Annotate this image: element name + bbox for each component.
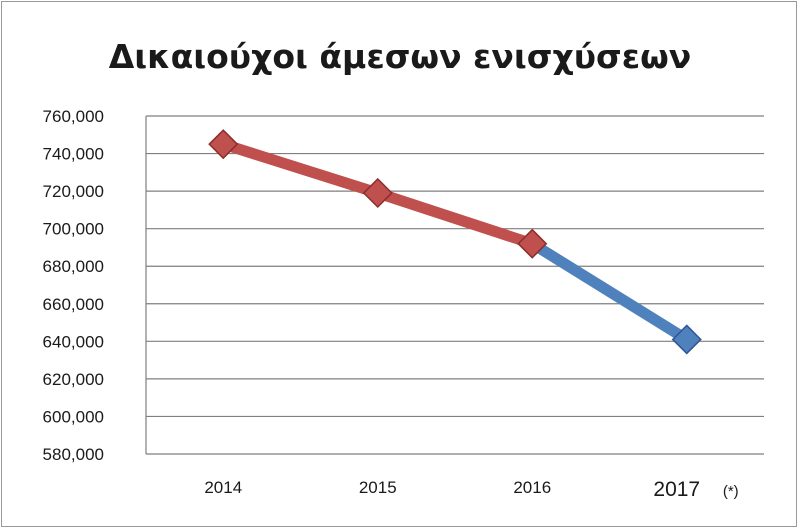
y-tick-label: 640,000 [43,332,104,351]
y-tick-label: 600,000 [43,407,104,426]
chart-title: Δικαιούχοι άμεσων ενισχύσεων [109,37,692,76]
y-tick-label: 580,000 [43,445,104,464]
x-tick-label: 2017 [653,478,700,501]
y-tick-label: 620,000 [43,370,104,389]
y-tick-label: 760,000 [43,107,104,126]
data-point-marker [208,129,239,160]
y-tick-label: 720,000 [43,182,104,201]
series-lines [221,138,690,345]
gridlines [145,115,764,455]
x-tick-label: 2014 [204,478,242,497]
x-tick-label: 2015 [359,478,397,497]
data-point-marker [671,324,702,355]
y-tick-label: 680,000 [43,257,104,276]
y-tick-label: 740,000 [43,145,104,164]
series-markers [208,129,702,355]
x-tick-note: (*) [723,483,739,500]
y-axis-tick-labels: 760,000 740,000 720,000 700,000 680,000 660,0… [43,107,104,464]
x-tick-label: 2016 [513,478,551,497]
y-tick-label: 700,000 [43,220,104,239]
series-line [529,239,690,345]
x-axis-tick-labels: 2014 2015 2016 2017 (*) [204,478,738,501]
data-point-marker [517,228,548,259]
data-point-marker [362,177,393,209]
y-tick-label: 660,000 [43,295,104,314]
